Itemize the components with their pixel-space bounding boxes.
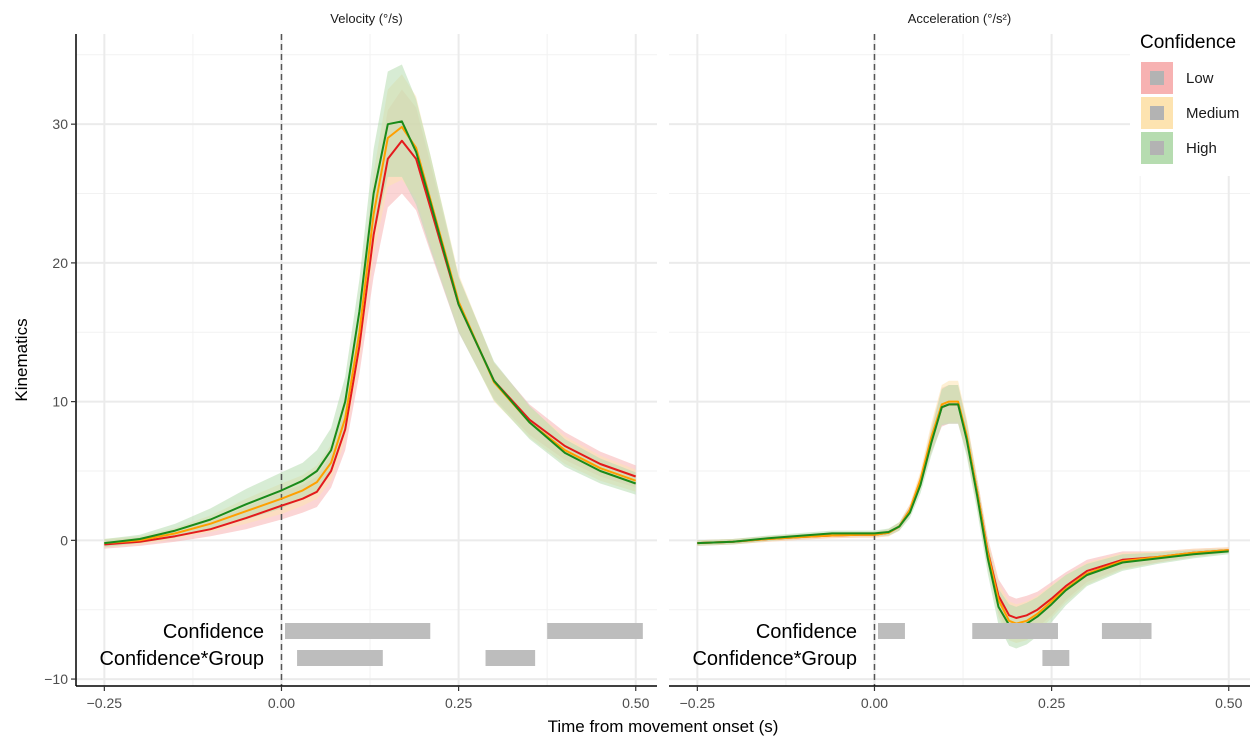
x-tick-label: 0.25 bbox=[445, 695, 472, 711]
significance-bar bbox=[547, 623, 643, 639]
significance-bar bbox=[297, 650, 383, 666]
velocity-panel-background bbox=[76, 34, 657, 686]
x-tick-label: −0.25 bbox=[87, 695, 123, 711]
legend-title: Confidence bbox=[1140, 32, 1236, 53]
ribbon-high bbox=[697, 385, 1229, 649]
legend: Confidence Low Medium High bbox=[1130, 26, 1252, 176]
y-tick-label: 0 bbox=[60, 532, 68, 548]
legend-key-inner-low bbox=[1150, 71, 1164, 85]
acceleration-strip-label: Acceleration (°/s²) bbox=[908, 11, 1011, 26]
legend-key-inner-high bbox=[1150, 141, 1164, 155]
line-high bbox=[104, 120, 637, 545]
x-axis-title: Time from movement onset (s) bbox=[548, 717, 779, 736]
y-tick-label: 20 bbox=[52, 255, 68, 271]
velocity-strip-label: Velocity (°/s) bbox=[330, 11, 402, 26]
significance-bar bbox=[878, 623, 905, 639]
x-tick-label: 0.00 bbox=[861, 695, 888, 711]
x-tick-label: 0.25 bbox=[1038, 695, 1065, 711]
y-tick-label: 10 bbox=[52, 394, 68, 410]
significance-bar bbox=[485, 650, 536, 666]
significance-bar bbox=[1042, 650, 1070, 666]
y-axis-title: Kinematics bbox=[12, 318, 31, 401]
axes: −0.25 0.00 0.25 0.50 −0.25 0.00 0.25 0.50 −10 0 10… bbox=[44, 34, 1250, 711]
significance-label-confidence: Confidence bbox=[756, 621, 857, 643]
significance-bar bbox=[972, 623, 1058, 639]
legend-label-high: High bbox=[1186, 140, 1217, 157]
significance-bar bbox=[1101, 623, 1152, 639]
velocity-panel: Confidence Confidence*Group Velocity (°/s… bbox=[76, 11, 657, 686]
legend-label-low: Low bbox=[1186, 70, 1214, 87]
x-tick-label: 0.50 bbox=[622, 695, 649, 711]
significance-bar bbox=[285, 623, 431, 639]
line-high bbox=[697, 403, 1229, 629]
significance-label-confidence: Confidence bbox=[163, 621, 264, 643]
x-tick-label: 0.00 bbox=[268, 695, 295, 711]
legend-label-medium: Medium bbox=[1186, 105, 1239, 122]
significance-label-confidence-group: Confidence*Group bbox=[99, 648, 264, 670]
significance-label-confidence-group: Confidence*Group bbox=[692, 648, 857, 670]
y-tick-label: −10 bbox=[44, 671, 68, 687]
y-tick-label: 30 bbox=[52, 116, 68, 132]
x-tick-label: 0.50 bbox=[1215, 695, 1242, 711]
x-tick-label: −0.25 bbox=[680, 695, 716, 711]
legend-key-inner-medium bbox=[1150, 106, 1164, 120]
